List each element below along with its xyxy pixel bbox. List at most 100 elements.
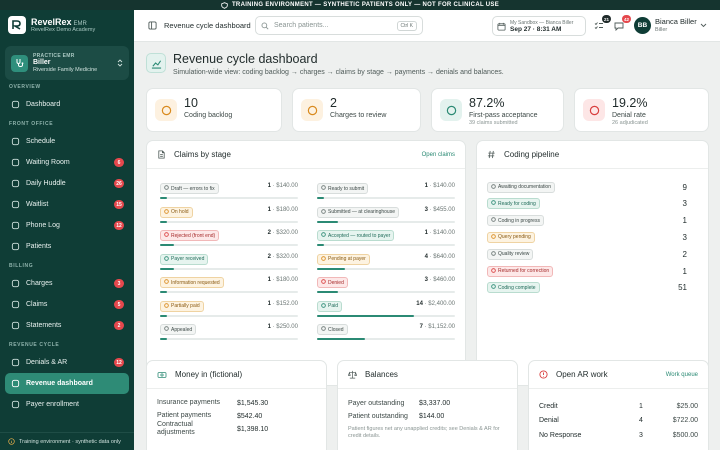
sidebar-item-label: Waiting Room (26, 159, 70, 166)
brand[interactable]: RevelRex EMR RevelRex Demo Academy (0, 10, 134, 40)
coding-stage-label: Query pending (498, 234, 531, 241)
coding-stage-row[interactable]: Query pending 3 (487, 229, 687, 245)
chart-icon (10, 379, 20, 389)
sandbox-clock[interactable]: My Sandbox — Bianca Biller Sep 27 · 8:31… (492, 16, 586, 36)
coding-card-title: Coding pipeline (504, 150, 560, 159)
sidebar-item-badge: 15 (114, 200, 124, 209)
user-icon (10, 242, 20, 252)
coding-pipeline-card: Coding pipeline Awaiting documentation 9 R… (476, 140, 709, 386)
ar-row-label: Credit (539, 402, 558, 410)
info-icon (164, 279, 169, 286)
claim-stage-label: Pending at payer (328, 256, 366, 262)
claim-stage-row[interactable]: On hold 1 · $180.00 (160, 206, 298, 228)
sidebar-item-charges[interactable]: Charges 3 (5, 273, 129, 294)
claim-stage-total: 3 · $455.00 (424, 206, 455, 213)
work-queue-link[interactable]: Work queue (665, 371, 698, 378)
sidebar-item-phone-log[interactable]: Phone Log 12 (5, 215, 129, 236)
coding-stage-row[interactable]: Ready for coding 3 (487, 196, 687, 212)
claim-stage-row[interactable]: Information requested 1 · $180.00 (160, 276, 298, 298)
sidebar-item-waitlist[interactable]: Waitlist 15 (5, 194, 129, 215)
sidebar-item-payer-enrollment[interactable]: Payer enrollment (5, 394, 129, 415)
open-claims-link[interactable]: Open claims (421, 151, 455, 158)
search-input[interactable]: Search patients... Ctrl K (255, 16, 423, 35)
money-row-value: $1,545.30 (237, 399, 269, 407)
kpi-card: 10 Coding backlog (146, 88, 282, 132)
claim-stage-label: Paid (328, 303, 339, 309)
kpi-label: Coding backlog (184, 112, 233, 119)
x-icon (321, 279, 326, 286)
question-icon (491, 234, 496, 241)
sidebar-item-patients[interactable]: Patients (5, 236, 129, 257)
claim-stage-row[interactable]: Partially paid 1 · $152.00 (160, 300, 298, 322)
ar-row[interactable]: No Response 3 $500.00 (539, 428, 698, 442)
sandbox-name: My Sandbox — Bianca Biller (510, 19, 574, 26)
sidebar-toggle-icon[interactable] (148, 21, 157, 30)
claim-stage-bar (317, 291, 455, 293)
search-shortcut: Ctrl K (396, 20, 417, 31)
claim-stage-row[interactable]: Accepted — routed to payer 1 · $140.00 (317, 229, 455, 251)
ar-row-count: 3 (639, 431, 643, 439)
coding-stage-count: 3 (682, 199, 687, 209)
sidebar-item-revenue-dashboard[interactable]: Revenue dashboard (5, 373, 129, 394)
claim-stage-amount: $460.00 (433, 277, 455, 283)
claim-stage-pill: Draft — errors to fix (160, 183, 219, 194)
phone-icon (10, 221, 20, 231)
claim-stage-row[interactable]: Denied 3 · $460.00 (317, 276, 455, 298)
tasks-button[interactable]: 21 (592, 15, 611, 33)
user-menu[interactable]: Bianca Biller Biller (655, 17, 697, 33)
sidebar-item-badge: 3 (114, 279, 124, 288)
nav-section-title: REVENUE CYCLE (9, 342, 60, 348)
claim-stage-pill: Information requested (160, 277, 224, 288)
claim-stage-row[interactable]: Rejected (front end) 2 · $320.00 (160, 229, 298, 251)
claim-stage-bar (160, 220, 298, 223)
sidebar-item-daily-huddle[interactable]: Daily Huddle 26 (5, 173, 129, 194)
coding-stage-row[interactable]: Quality review 2 (487, 246, 687, 262)
coding-stage-row[interactable]: Coding in progress 1 (487, 213, 687, 229)
claim-stage-amount: $180.00 (276, 206, 298, 213)
sidebar-item-dashboard[interactable]: Dashboard (5, 94, 129, 115)
avatar[interactable]: BB (634, 17, 651, 34)
practice-switcher[interactable]: PRACTICE EMR Biller Riverside Family Med… (5, 46, 129, 80)
claim-stage-count: 1 (267, 183, 271, 189)
send-icon (321, 208, 326, 216)
sidebar-item-denials-ar[interactable]: Denials & AR 12 (5, 352, 129, 373)
claim-stage-row[interactable]: Appealed 1 · $250.00 (160, 323, 298, 345)
claim-stage-row[interactable]: Submitted — at clearinghouse 3 · $455.00 (317, 206, 455, 228)
claim-stage-row[interactable]: Paid 14 · $2,400.00 (317, 300, 455, 322)
training-banner: TRAINING ENVIRONMENT — SYNTHETIC PATIENT… (0, 0, 720, 10)
chevron-down-icon[interactable] (700, 23, 707, 28)
coding-stage-row[interactable]: Returned for correction 1 (487, 263, 687, 279)
sidebar-item-badge: 26 (114, 179, 124, 188)
sidebar-item-statements[interactable]: Statements 2 (5, 315, 129, 336)
calendar-clock-icon (497, 22, 506, 31)
claim-stage-pill: On hold (160, 206, 193, 218)
document-icon (10, 300, 20, 310)
messages-button[interactable]: 42 (612, 15, 631, 33)
claim-stage-row[interactable]: Payer received 2 · $320.00 (160, 253, 298, 275)
claim-stage-pill: Denied (317, 277, 348, 288)
claim-stage-label: Draft — errors to fix (171, 185, 215, 192)
claim-stage-label: Payer received (171, 256, 205, 262)
claim-stage-bar-fill (317, 314, 414, 317)
claim-stage-pill: Ready to submit (317, 183, 369, 194)
claim-stage-row[interactable]: Draft — errors to fix 1 · $140.00 (160, 182, 298, 204)
claim-stage-row[interactable]: Closed 7 · $1,152.00 (317, 323, 455, 345)
balance-row: Payer outstanding $3,337.00 (348, 397, 507, 409)
coding-stage-pill: Returned for correction (487, 265, 554, 277)
ar-row[interactable]: Denial 4 $722.00 (539, 414, 698, 428)
kpi-value: 19.2% (612, 96, 648, 110)
claim-stage-count: 1 (267, 300, 271, 307)
claim-stage-total: 2 · $320.00 (267, 230, 298, 236)
coding-stage-row[interactable]: Coding complete 51 (487, 280, 687, 296)
sidebar-item-waiting-room[interactable]: Waiting Room 6 (5, 152, 129, 173)
coding-stage-row[interactable]: Awaiting documentation 9 (487, 179, 687, 195)
claim-stage-bar (160, 338, 298, 340)
sidebar-item-claims[interactable]: Claims 5 (5, 294, 129, 315)
claim-stage-row[interactable]: Ready to submit 1 · $140.00 (317, 182, 455, 204)
sidebar-item-schedule[interactable]: Schedule (5, 131, 129, 152)
claim-stage-row[interactable]: Pending at payer 4 · $640.00 (317, 253, 455, 275)
claim-stage-bar (160, 267, 298, 270)
ar-row[interactable]: Credit 1 $25.00 (539, 399, 698, 413)
coding-stage-label: Awaiting documentation (498, 184, 551, 190)
sidebar-item-badge: 12 (114, 358, 124, 367)
